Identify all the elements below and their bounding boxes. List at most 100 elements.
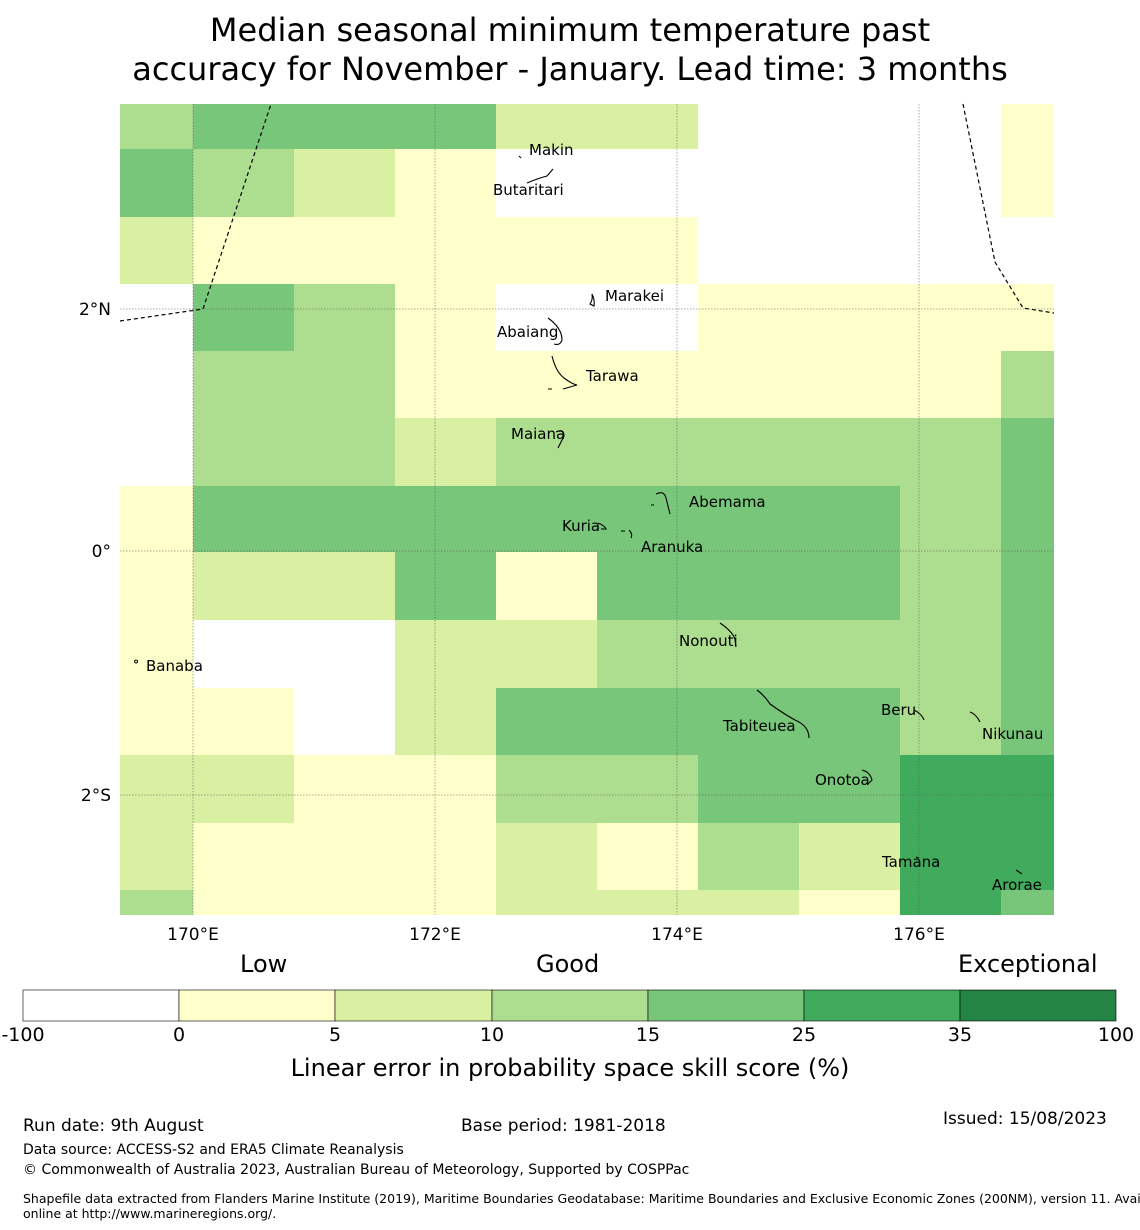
skill-cell [496,552,597,620]
skill-cell [597,486,698,552]
skill-cell [698,823,799,890]
skill-cell [698,284,799,351]
lon-label-176e: 176°E [893,925,945,945]
skill-cell [294,486,395,552]
eez-boundary-west [119,103,272,322]
skill-cell [395,823,496,890]
skill-cell [395,104,496,149]
skill-cell [395,351,496,418]
colorbar-segment [334,989,493,1022]
island-onotoa [861,769,873,785]
skill-cell [120,104,193,149]
colorbar-category-exceptional: Exceptional [958,950,1098,978]
skill-cell [799,418,900,486]
skill-grid [120,104,1054,915]
colorbar-category-low: Low [240,950,288,978]
skill-cell [799,217,900,284]
island-beru [913,709,925,721]
skill-cell [120,823,193,890]
skill-cell [698,418,799,486]
lat-label-2n: 2°N [79,300,111,320]
colorbar-category-good: Good [536,950,600,978]
skill-cell [395,620,496,688]
island-butaritari [526,168,554,184]
skill-cell [799,351,900,418]
island-tarawa [548,355,578,390]
skill-cell [900,755,1001,823]
skill-cell [698,486,799,552]
skill-cell [597,284,698,351]
skill-cell [294,823,395,890]
colorbar-segment [178,989,336,1022]
skill-cell [900,823,1001,890]
skill-cell [496,688,597,755]
skill-cell [120,351,193,418]
skill-cell [496,823,597,890]
skill-cell [120,890,193,915]
skill-cell [395,755,496,823]
skill-cell [120,688,193,755]
skill-cell [799,284,900,351]
skill-cell [698,890,799,915]
island-tamana [915,856,920,859]
skill-cell [294,755,395,823]
eez-boundaries [119,103,1055,322]
skill-cell [1001,620,1054,688]
skill-cell [193,823,294,890]
skill-cell [120,620,193,688]
colorbar-tick: -100 [1,1024,45,1046]
skill-cell [193,418,294,486]
colorbar-segment [803,989,961,1022]
skill-cell [1001,217,1054,284]
skill-cell [120,755,193,823]
colorbar-tick: 0 [172,1024,186,1046]
skill-cell [900,486,1001,552]
skill-cell [597,552,698,620]
island-marakei [589,293,595,307]
skill-cell [193,486,294,552]
colorbar-tick: 15 [635,1024,661,1046]
eez-boundary-east [962,103,1055,314]
skill-cell [698,149,799,217]
colorbar-segment [22,989,180,1022]
lat-label-2s: 2°S [81,786,111,806]
map-title-line-2: accuracy for November - January. Lead ti… [132,50,1008,88]
skill-cell [496,149,597,217]
skill-cell [120,149,193,217]
skill-cell [395,890,496,915]
graticule [120,104,1054,915]
island-banaba [134,659,139,664]
skill-cell [597,418,698,486]
skill-cell [698,552,799,620]
skill-cell [1001,284,1054,351]
skill-cell [799,620,900,688]
skill-cell [193,351,294,418]
place-label-marakei: Marakei [605,287,664,305]
skill-cell [193,620,294,688]
island-aranuka [621,529,633,539]
colorbar [22,989,1117,1022]
skill-cell [193,104,294,149]
copyright-notice: © Commonwealth of Australia 2023, Austra… [23,1162,690,1178]
data-source: Data source: ACCESS-S2 and ERA5 Climate … [23,1142,404,1158]
skill-cell [1001,823,1054,890]
skill-cell [698,620,799,688]
colorbar-label: Linear error in probability space skill … [290,1054,850,1082]
skill-cell [496,284,597,351]
skill-cell [597,351,698,418]
skill-cell [799,104,900,149]
skill-cell [294,104,395,149]
lon-label-174e: 174°E [651,925,703,945]
skill-cell [395,486,496,552]
shapefile-credit-line-2: online at http://www.marineregions.org/. [23,1206,277,1221]
place-label-nonouti: Nonouti [679,632,738,650]
skill-cell [799,486,900,552]
skill-cell [193,755,294,823]
skill-cell [120,486,193,552]
skill-cell [1001,149,1054,217]
island-tabiteuea [756,689,810,739]
colorbar-tick: 10 [479,1024,505,1046]
colorbar-tick: 35 [947,1024,973,1046]
skill-cell [496,620,597,688]
skill-cell [799,688,900,755]
